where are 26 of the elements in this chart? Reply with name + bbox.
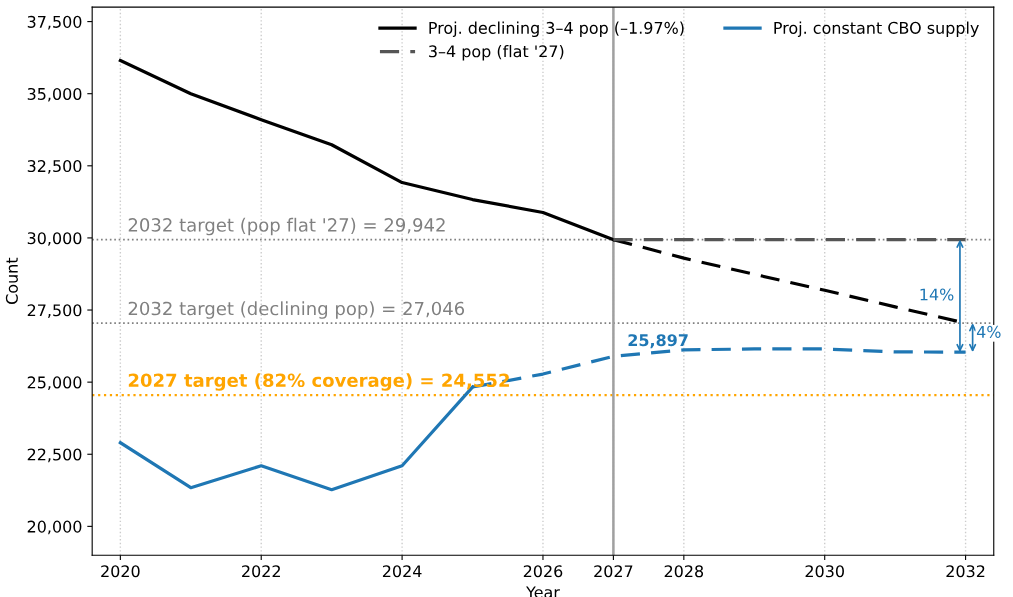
y-tick-label: 32,500 [27,160,82,174]
x-tick-label: 2026 [523,565,563,578]
ref-line-label: 2032 target (pop flat '27) = 29,942 [128,217,445,236]
x-tick-label: 2027 [594,565,633,578]
y-tick-label: 27,500 [27,304,82,318]
ref-line-label: 2027 target (82% coverage) = 24,552 [128,373,509,391]
x-tick-label: 2028 [664,565,704,578]
y-tick-label: 20,000 [27,520,82,535]
x-tick-label: 2024 [382,565,422,578]
x-tick-label: 2020 [101,565,140,578]
x-tick-label: 2030 [805,565,844,578]
legend-label: Proj. declining 3–4 pop (–1.97%) [429,21,684,37]
y-tick-label: 30,000 [27,232,82,246]
y-tick-label: 25,000 [27,376,82,391]
ref-line-label: 2032 target (declining pop) = 27,046 [128,301,465,319]
y-axis-title: Count [5,257,18,305]
y-tick-label: 35,000 [27,87,82,102]
annotation: 14% [920,288,954,301]
legend-label: 3–4 pop (flat '27) [429,44,564,61]
annotation: 25,897 [628,334,688,349]
x-tick-label: 2032 [946,565,985,578]
x-tick-label: 2022 [242,565,280,578]
y-tick-label: 22,500 [27,448,82,463]
y-tick-label: 37,500 [27,15,82,30]
annotation: 4% [976,325,1001,338]
legend-label: Proj. constant CBO supply [774,21,979,37]
